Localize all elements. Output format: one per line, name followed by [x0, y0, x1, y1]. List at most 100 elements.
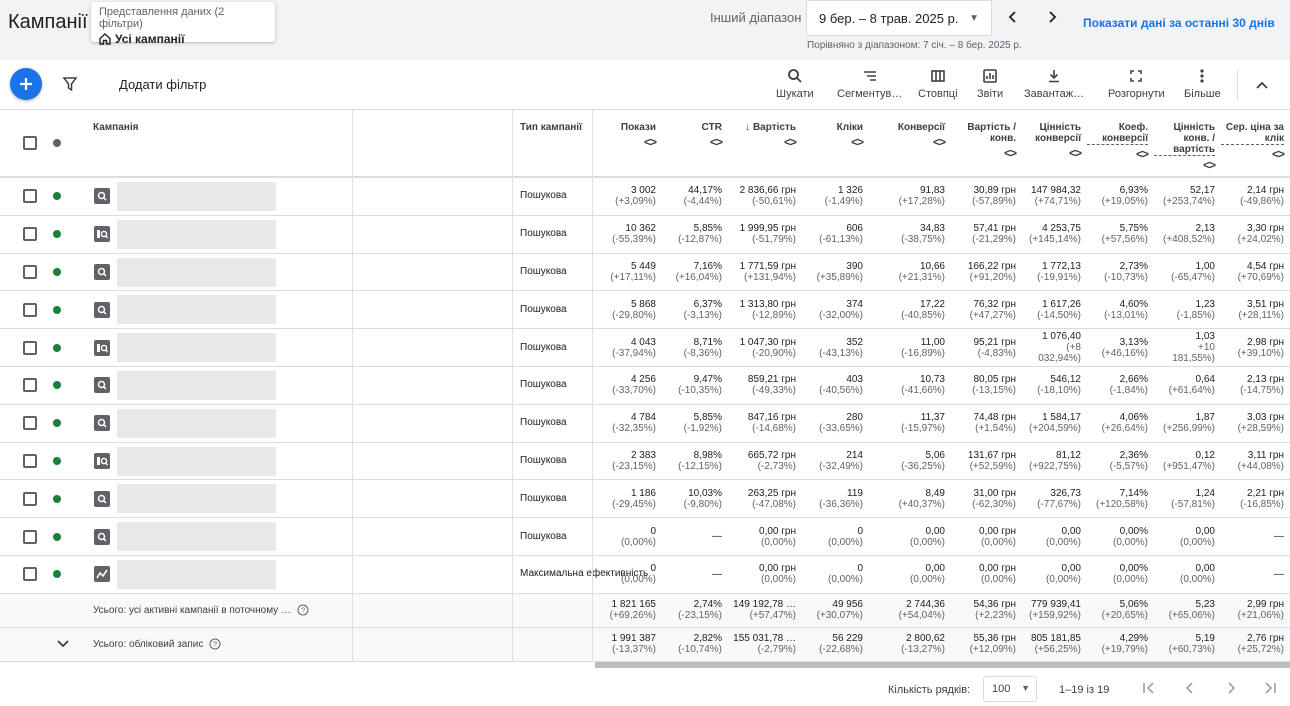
next-period-button[interactable]: [1038, 3, 1066, 31]
row-checkbox[interactable]: [23, 302, 37, 317]
more-tool[interactable]: Більше: [1184, 66, 1221, 106]
campaign-name-redacted[interactable]: [117, 408, 276, 438]
campaign-row[interactable]: Пошукова 4 784 (-32,35%) 5,85% (-1,92%) 847,1…: [0, 405, 1290, 443]
add-filter-button[interactable]: Додати фільтр: [119, 77, 207, 92]
sort-toggle-icon[interactable]: <>: [1202, 158, 1216, 172]
help-icon[interactable]: ?: [297, 604, 309, 616]
campaign-row[interactable]: Пошукова 10 362 (-55,39%) 5,85% (-12,87%) 1 9…: [0, 216, 1290, 254]
row-checkbox[interactable]: [23, 453, 37, 468]
view-selector[interactable]: Представлення даних (2 фільтри) Усі камп…: [91, 2, 275, 46]
header-cost-per-conv[interactable]: Вартість / конв. <>: [951, 110, 1022, 176]
row-checkbox[interactable]: [23, 491, 37, 506]
download-tool[interactable]: Завантаж…: [1024, 66, 1084, 106]
campaign-name-redacted[interactable]: [117, 219, 276, 249]
campaign-name-redacted[interactable]: [117, 371, 276, 400]
next-page-icon[interactable]: [1223, 680, 1241, 698]
campaign-name-redacted[interactable]: [117, 182, 276, 211]
total-impressions: 1 821 165 (+69,26%): [596, 594, 662, 627]
campaign-row[interactable]: Пошукова 2 383 (-23,15%) 8,98% (-12,15%) 665,…: [0, 443, 1290, 481]
campaign-row[interactable]: Пошукова 0 (0,00%) —0,00 грн (0,00%) 0 (0,00%)…: [0, 518, 1290, 556]
metric-change: (+19,79%): [1101, 644, 1148, 656]
campaign-name-redacted[interactable]: [117, 560, 276, 589]
header-label: Вартість: [752, 122, 796, 133]
campaign-row[interactable]: Пошукова 1 186 (-29,45%) 10,03% (-9,80%) 263,…: [0, 480, 1290, 519]
prev-page-icon[interactable]: [1182, 680, 1200, 698]
date-range-select[interactable]: 9 бер. – 8 трав. 2025 р. ▼: [806, 0, 992, 36]
campaign-row[interactable]: Пошукова 4 043 (-37,94%) 8,71% (-8,36%) 1 047…: [0, 329, 1290, 367]
sort-toggle-icon[interactable]: <>: [1135, 147, 1149, 161]
sort-toggle-icon[interactable]: <>: [932, 135, 946, 149]
metric-clicks: 119 (-36,36%): [802, 480, 869, 517]
campaign-row[interactable]: Пошукова 3 002 (+3,09%) 44,17% (-4,44%) 2 836…: [0, 178, 1290, 216]
help-icon[interactable]: ?: [209, 638, 221, 650]
metric-conversions: 0,00 (0,00%): [869, 518, 951, 555]
prev-period-button[interactable]: [999, 3, 1027, 31]
metric-value: 95,21 грн: [973, 336, 1016, 348]
metric-value: 44,17%: [688, 185, 722, 197]
sort-toggle-icon[interactable]: <>: [1271, 147, 1285, 161]
campaign-name-redacted[interactable]: [117, 333, 276, 363]
campaign-row[interactable]: Пошукова 5 868 (-29,80%) 6,37% (-3,13%) 1 313…: [0, 291, 1290, 330]
header-cost[interactable]: ↓ Вартість <>: [728, 110, 802, 176]
expand-tool[interactable]: Розгорнути: [1108, 66, 1165, 106]
campaign-name-redacted[interactable]: [117, 295, 276, 325]
metric-conv-value: 326,73 (-77,67%): [1022, 480, 1087, 517]
sort-toggle-icon[interactable]: <>: [783, 135, 797, 149]
campaign-row[interactable]: Максимальна ефективність 0 (0,00%) —0,00 гр…: [0, 556, 1290, 594]
sort-toggle-icon[interactable]: <>: [850, 135, 864, 149]
metric-clicks: 403 (-40,56%): [802, 367, 869, 404]
row-checkbox[interactable]: [23, 378, 37, 393]
row-checkbox[interactable]: [23, 189, 37, 204]
filter-icon[interactable]: [62, 76, 78, 92]
chevron-up-icon[interactable]: [1254, 77, 1270, 93]
header-conv-value-per-cost[interactable]: Цінність конв. / вартість <>: [1154, 110, 1221, 176]
campaign-row[interactable]: Пошукова 4 256 (-33,70%) 9,47% (-10,35%) 859,…: [0, 367, 1290, 405]
segment-tool[interactable]: Сегментув…: [837, 66, 902, 106]
first-page-icon[interactable]: [1141, 680, 1159, 698]
metric-avg-cpc: 2,14 грн (-49,86%): [1221, 178, 1290, 215]
column-divider: [352, 110, 353, 662]
chevron-down-icon[interactable]: [55, 636, 71, 652]
reports-tool[interactable]: Звіти: [977, 66, 1003, 106]
row-checkbox[interactable]: [23, 529, 37, 544]
last-30-days-link[interactable]: Показати дані за останні 30 днів: [1083, 16, 1275, 30]
header-conversions[interactable]: Конверсії <>: [869, 110, 951, 176]
select-all-checkbox[interactable]: [23, 136, 37, 150]
header-impressions[interactable]: Покази <>: [596, 110, 662, 176]
campaign-name-redacted[interactable]: [117, 257, 276, 287]
sort-toggle-icon[interactable]: <>: [709, 135, 723, 149]
campaign-name-redacted[interactable]: [117, 446, 276, 476]
row-checkbox[interactable]: [23, 227, 37, 242]
columns-tool[interactable]: Стовпці: [918, 66, 958, 106]
search-campaign-icon: [94, 415, 110, 432]
header-ctr[interactable]: CTR <>: [662, 110, 728, 176]
campaign-row[interactable]: Пошукова 5 449 (+17,11%) 7,16% (+16,04%) 1 77…: [0, 254, 1290, 292]
campaign-name-redacted[interactable]: [117, 522, 276, 552]
row-checkbox[interactable]: [23, 567, 37, 582]
header-campaign-type[interactable]: Тип кампанії: [520, 122, 582, 133]
campaign-name-redacted[interactable]: [117, 484, 276, 514]
metric-value: 2 836,66 грн: [739, 185, 796, 197]
row-checkbox[interactable]: [23, 340, 37, 355]
header-clicks[interactable]: Кліки <>: [802, 110, 869, 176]
add-button[interactable]: [10, 68, 42, 100]
metric-change: (-9,80%): [683, 498, 722, 510]
row-checkbox[interactable]: [23, 264, 37, 279]
sort-toggle-icon[interactable]: <>: [1003, 146, 1017, 160]
sort-toggle-icon[interactable]: <>: [643, 135, 657, 149]
header-conv-rate[interactable]: Коеф. конверсії <>: [1087, 110, 1154, 176]
horizontal-scrollbar[interactable]: [595, 662, 1290, 668]
metric-avg-cpc: 3,30 грн (+24,02%): [1221, 216, 1290, 253]
metric-value: 5,06: [925, 449, 945, 461]
sort-toggle-icon[interactable]: <>: [1068, 146, 1082, 160]
header-conv-value[interactable]: Цінність конверсії <>: [1022, 110, 1087, 176]
last-page-icon[interactable]: [1262, 680, 1280, 698]
metric-change: (0,00%): [620, 536, 656, 548]
column-divider: [512, 110, 513, 662]
row-checkbox[interactable]: [23, 416, 37, 431]
metric-change: (-23,15%): [612, 460, 656, 472]
rows-per-page-select[interactable]: 100 ▼: [983, 676, 1037, 702]
header-campaign[interactable]: Кампанія: [93, 122, 139, 133]
header-avg-cpc[interactable]: Сер. ціна за клік <>: [1221, 110, 1290, 176]
search-tool[interactable]: Шукати: [776, 66, 814, 106]
